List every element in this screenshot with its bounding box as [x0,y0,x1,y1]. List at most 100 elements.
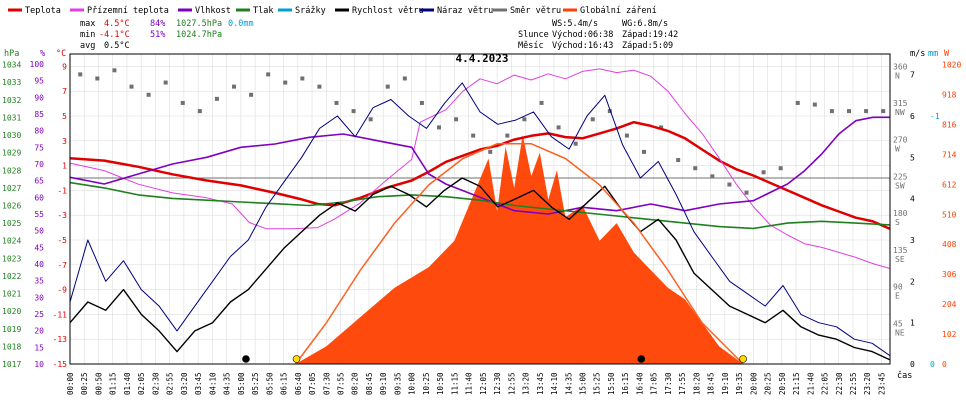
y-tick-label: 45 [34,243,44,252]
unit-wm2: W [944,49,950,59]
wind-gust-info: WG:6.8m/s [622,19,668,29]
y-tick-label: 1021 [2,290,21,299]
x-tick-label: 13:20 [522,372,531,395]
moon-label: Měsíc [518,41,544,51]
x-tick-label: 22:05 [821,372,830,395]
wind-direction-point [249,92,254,97]
x-tick-label: 08:20 [351,372,360,395]
y-tick-label: 612 [942,180,957,189]
x-tick-label: 19:10 [721,372,730,395]
stats-avg-label: avg [80,41,95,51]
marker-dot [292,355,301,363]
y-tick-label: 95 [34,77,44,86]
y-tick-label: 1020 [942,61,961,70]
y-tick-label: 1 [910,319,915,328]
unit-ms: m/s [910,49,925,59]
x-tick-label: 15:25 [593,372,602,395]
stats-max-hum: 84% [150,19,165,29]
wind-direction-point [505,133,510,138]
series-line [69,116,890,215]
wind-direction-point [471,133,476,138]
y-tick-label: 20 [34,327,44,336]
direction-tick-label: SE [895,255,905,264]
moonrise-time: Východ:16:43 [552,41,613,51]
wind-direction-point [659,125,664,130]
wind-speed-info: WS:5.4m/s [552,19,598,29]
direction-tick-label: E [895,292,900,301]
direction-tick-label: 90 [893,283,903,292]
y-tick-label: 15 [34,343,44,352]
y-tick-label: 65 [34,177,44,186]
stats-max-label: max [80,19,95,29]
stats-max-press: 1027.5hPa [176,19,222,29]
wind-direction-point [368,117,373,122]
legend-label: Přízemní teplota [87,6,169,16]
direction-tick-label: N [895,71,900,80]
x-tick-label: 10:00 [408,372,417,395]
y-tick-label: 1017 [2,360,21,369]
legend-label: Směr větru [510,6,561,16]
y-tick-label: 30 [34,293,44,302]
direction-tick-label: 135 [893,246,908,255]
x-tick-label: 23:45 [877,372,886,395]
y-tick-label: 918 [942,91,957,100]
series-line [69,68,891,269]
x-tick-label: 03:45 [194,372,203,395]
x-tick-label: 11:40 [465,372,474,395]
x-tick-label: 20:25 [764,372,773,395]
y-tick-label: 0 [910,360,915,369]
y-tick-label: 2 [910,277,915,286]
wind-direction-point [112,68,117,73]
y-tick-label: -1 [930,112,940,121]
wind-direction-point [522,117,527,122]
x-tick-label: 04:35 [223,372,232,395]
y-tick-label: 1020 [2,307,21,316]
x-tick-label: 00:50 [94,372,103,395]
x-tick-label: 22:55 [849,372,858,395]
unit-pct: % [40,49,45,59]
wind-direction-point [693,166,698,171]
radiation-area [295,135,744,364]
direction-tick-label: NE [895,328,905,337]
direction-tick-label: 225 [893,172,908,181]
marker-dot [739,355,747,363]
x-tick-label: 08:45 [365,372,374,395]
y-tick-label: 408 [942,240,957,249]
x-tick-label: 12:05 [479,372,488,395]
y-tick-label: 1026 [2,201,21,210]
unit-degc: °C [56,49,66,59]
y-tick-label: 1025 [2,219,21,228]
wind-direction-point [624,133,629,138]
info-block: WS:5.4m/s WG:6.8m/s Slunce Východ:06:38 … [518,19,678,51]
wind-direction-point [847,109,851,114]
y-tick-label: 1023 [2,254,21,263]
x-tick-label: 07:55 [336,372,345,395]
y-tick-label: 5 [62,112,67,121]
y-tick-label: 714 [942,150,957,159]
x-tick-label: 03:20 [180,372,189,395]
y-tick-label: 4 [910,195,915,204]
y-tick-label: 1033 [2,78,21,87]
wind-direction-point [761,170,766,175]
y-tick-label: 1031 [2,113,21,122]
y-tick-label: 1027 [2,184,21,193]
sunset-time: Západ:19:42 [622,30,678,40]
y-tick-label: 204 [942,300,957,309]
y-tick-label: 510 [942,210,957,219]
wind-direction-point [864,109,869,114]
y-tick-label: 1018 [2,342,21,351]
wind-direction-point [590,117,595,122]
wind-direction-point [556,125,561,130]
x-tick-label: 07:05 [308,372,317,395]
y-tick-label: -15 [53,360,68,369]
x-tick-label: 16:40 [635,372,644,395]
x-tick-label: 06:40 [294,372,303,395]
x-tick-label: 20:50 [778,372,787,395]
unit-time: čas [897,370,912,381]
wind-direction-point [573,141,578,146]
y-tick-label: 50 [34,227,44,236]
x-tick-label: 22:30 [835,372,844,395]
y-tick-label: 1034 [2,61,21,70]
wind-direction-point [146,92,151,97]
